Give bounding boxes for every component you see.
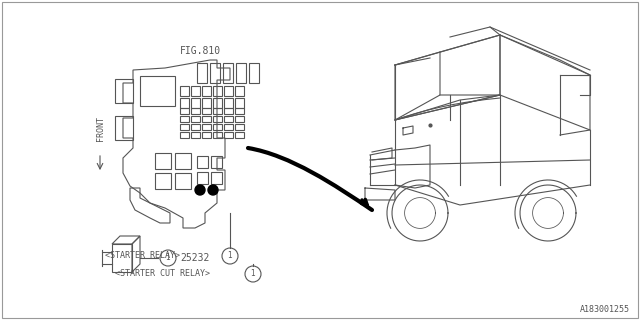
Circle shape — [208, 185, 218, 195]
Text: A183001255: A183001255 — [580, 305, 630, 314]
Text: 25232: 25232 — [180, 253, 209, 263]
Text: <STARTER CUT RELAY>: <STARTER CUT RELAY> — [115, 269, 210, 278]
Text: 1: 1 — [228, 252, 232, 260]
Circle shape — [195, 185, 205, 195]
Text: <STARTER RELAY>: <STARTER RELAY> — [105, 252, 180, 260]
Text: 1: 1 — [166, 253, 170, 262]
Text: 1: 1 — [251, 269, 255, 278]
Text: FIG.810: FIG.810 — [179, 46, 221, 56]
Text: FRONT: FRONT — [95, 116, 104, 140]
